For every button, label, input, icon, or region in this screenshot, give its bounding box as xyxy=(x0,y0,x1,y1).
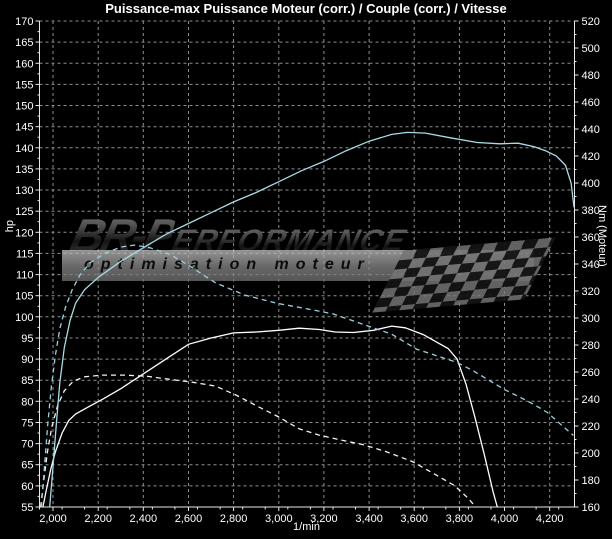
tick-label-left: 70 xyxy=(21,439,33,451)
tick-label-x: 2,000 xyxy=(39,513,67,525)
tick-label-right: 420 xyxy=(582,151,600,163)
tick-label-right: 500 xyxy=(582,43,600,55)
tick-label-left: 100 xyxy=(15,312,33,324)
tick-label-left: 120 xyxy=(15,227,33,239)
tick-label-x: 3,400 xyxy=(355,513,383,525)
tick-label-left: 75 xyxy=(21,418,33,430)
tick-label-left: 150 xyxy=(15,101,33,113)
tick-label-left: 145 xyxy=(15,122,33,134)
chart-title: Puissance-max Puissance Moteur (corr.) /… xyxy=(105,1,507,16)
tick-label-right: 380 xyxy=(582,205,600,217)
tick-label-left: 105 xyxy=(15,291,33,303)
tick-label-left: 60 xyxy=(21,481,33,493)
tick-label-left: 55 xyxy=(21,502,33,514)
tick-label-x: 2,800 xyxy=(220,513,248,525)
tick-label-x: 3,800 xyxy=(446,513,474,525)
tick-label-right: 220 xyxy=(582,421,600,433)
tick-label-x: 4,000 xyxy=(491,513,519,525)
tick-label-right: 300 xyxy=(582,313,600,325)
curve-couple_orig xyxy=(40,244,574,508)
tick-label-right: 240 xyxy=(582,394,600,406)
tick-label-left: 95 xyxy=(21,333,33,345)
tick-label-left: 80 xyxy=(21,396,33,408)
tick-label-x: 3,200 xyxy=(310,513,338,525)
curve-couple_corr xyxy=(49,131,575,508)
tick-label-left: 155 xyxy=(15,79,33,91)
tick-label-right: 340 xyxy=(582,259,600,271)
tick-label-left: 130 xyxy=(15,185,33,197)
tick-label-right: 480 xyxy=(582,70,600,82)
tick-label-left: 140 xyxy=(15,143,33,155)
tick-label-left: 135 xyxy=(15,164,33,176)
tick-label-left: 165 xyxy=(15,37,33,49)
tick-label-right: 280 xyxy=(582,340,600,352)
tick-label-x: 2,200 xyxy=(84,513,112,525)
tick-label-right: 260 xyxy=(582,367,600,379)
tick-label-right: 400 xyxy=(582,178,600,190)
tick-label-x: 3,600 xyxy=(400,513,428,525)
tick-label-left: 65 xyxy=(21,460,33,472)
tick-label-left: 85 xyxy=(21,375,33,387)
curve-puissance_moteur_orig xyxy=(39,374,477,508)
tick-label-x: 4,200 xyxy=(536,513,564,525)
tick-label-right: 180 xyxy=(582,475,600,487)
tick-label-left: 115 xyxy=(16,248,34,260)
tick-label-right: 460 xyxy=(582,97,600,109)
tick-label-right: 520 xyxy=(582,16,600,28)
tick-label-left: 170 xyxy=(15,16,33,28)
tick-label-left: 90 xyxy=(21,354,33,366)
curve-puissance_moteur_corr xyxy=(42,325,498,508)
tick-label-left: 110 xyxy=(16,270,34,282)
y-axis-label-left: hp xyxy=(4,220,16,233)
tick-label-left: 125 xyxy=(15,206,33,218)
tick-label-x: 2,600 xyxy=(175,513,203,525)
br-performance-watermark: BR-P ERFORMANCE optimisation moteur xyxy=(58,208,556,313)
tick-label-right: 320 xyxy=(582,286,600,298)
tick-label-x: 3,000 xyxy=(265,513,293,525)
y-axis-label-right: Nm (Moteur) xyxy=(596,205,608,267)
tick-label-right: 160 xyxy=(582,502,600,514)
tick-label-right: 200 xyxy=(582,448,600,460)
tick-label-right: 440 xyxy=(582,124,600,136)
tick-label-right: 360 xyxy=(582,232,600,244)
tick-label-left: 160 xyxy=(15,58,33,70)
x-axis-label: 1/min xyxy=(293,521,320,533)
tagline-text: optimisation moteur xyxy=(84,256,371,273)
tick-label-x: 2,400 xyxy=(130,513,158,525)
